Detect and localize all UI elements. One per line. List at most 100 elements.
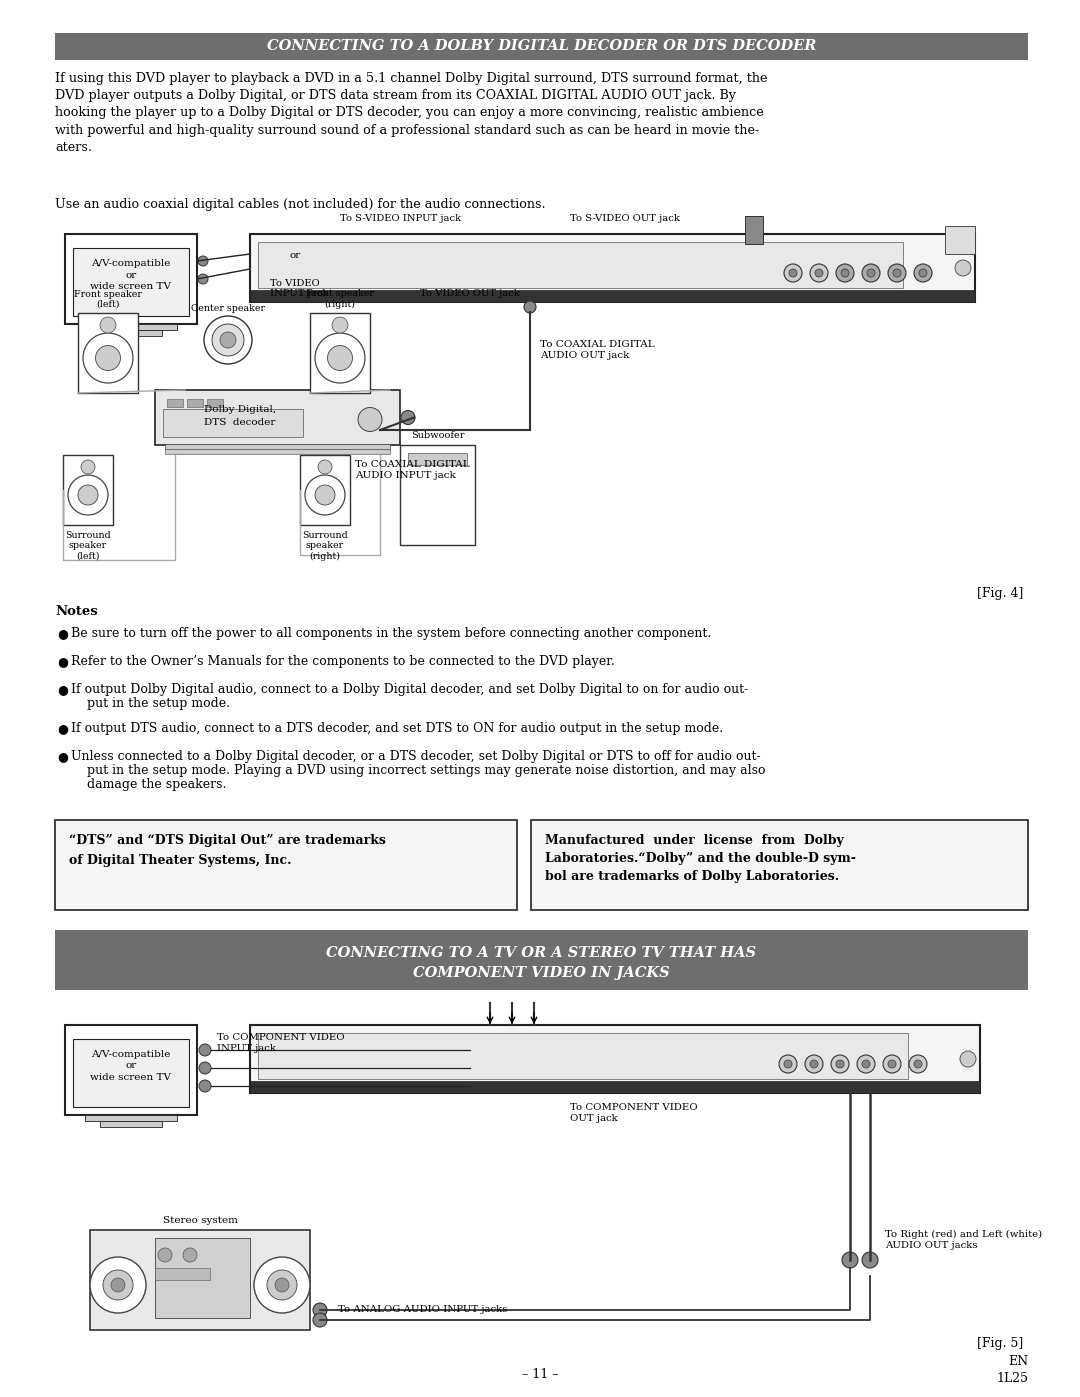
Bar (156, 390, 400, 446)
Text: “DTS” and “DTS Digital Out” are trademarks: “DTS” and “DTS Digital Out” are trademar… (69, 834, 386, 847)
Circle shape (810, 1060, 818, 1067)
Circle shape (784, 1060, 792, 1067)
Text: To ANALOG AUDIO INPUT jacks: To ANALOG AUDIO INPUT jacks (338, 1305, 508, 1315)
Bar (165, 444, 390, 448)
Circle shape (867, 270, 875, 277)
Circle shape (862, 264, 880, 282)
Bar (90, 1229, 310, 1330)
Bar (187, 400, 203, 407)
Circle shape (305, 475, 345, 515)
Text: To COAXIAL DIGITAL
AUDIO OUT jack: To COAXIAL DIGITAL AUDIO OUT jack (540, 339, 654, 360)
Circle shape (883, 1055, 901, 1073)
Text: ●: ● (57, 750, 68, 763)
Circle shape (862, 1252, 878, 1268)
Text: To S-VIDEO INPUT jack: To S-VIDEO INPUT jack (340, 214, 461, 224)
Bar (100, 1120, 162, 1127)
Bar (100, 330, 162, 337)
Circle shape (836, 264, 854, 282)
Text: Front speaker
(right): Front speaker (right) (306, 289, 374, 309)
Text: To VIDEO
INPUT jack: To VIDEO INPUT jack (270, 279, 328, 299)
Text: ●: ● (57, 683, 68, 696)
Bar (249, 1025, 980, 1092)
Circle shape (199, 1044, 211, 1056)
Bar (745, 217, 762, 244)
Text: CONNECTING TO A DOLBY DIGITAL DECODER OR DTS DECODER: CONNECTING TO A DOLBY DIGITAL DECODER OR… (267, 39, 816, 53)
Circle shape (111, 1278, 125, 1292)
Bar (207, 400, 222, 407)
Text: COAXIAL  AUDIO OUT   VIDEO   S  S-VIDEO: COAXIAL AUDIO OUT VIDEO S S-VIDEO (775, 298, 901, 303)
Text: Surround
speaker
(right): Surround speaker (right) (302, 531, 348, 562)
Text: COMPONENT VIDEO IN JACKS: COMPONENT VIDEO IN JACKS (414, 967, 670, 981)
Circle shape (960, 1051, 976, 1067)
Text: Subwoofer: Subwoofer (410, 432, 464, 440)
Text: A/V-compatible
or
wide screen TV: A/V-compatible or wide screen TV (91, 260, 172, 291)
Bar (258, 1032, 908, 1078)
Circle shape (275, 1278, 289, 1292)
Text: damage the speakers.: damage the speakers. (71, 778, 227, 791)
Circle shape (893, 270, 901, 277)
Circle shape (81, 460, 95, 474)
Text: Dolby Digital,: Dolby Digital, (204, 405, 276, 414)
Circle shape (332, 317, 348, 332)
Text: To COMPONENT VIDEO
OUT jack: To COMPONENT VIDEO OUT jack (570, 1104, 698, 1123)
Bar (400, 446, 475, 545)
Bar (55, 930, 1028, 990)
Circle shape (914, 264, 932, 282)
Circle shape (90, 1257, 146, 1313)
Text: ●: ● (57, 627, 68, 640)
Bar (167, 400, 183, 407)
Text: put in the setup mode. Playing a DVD using incorrect settings may generate noise: put in the setup mode. Playing a DVD usi… (71, 764, 766, 777)
Circle shape (212, 324, 244, 356)
Circle shape (198, 256, 208, 265)
Text: [Fig. 4]: [Fig. 4] (976, 587, 1023, 599)
Circle shape (842, 1252, 858, 1268)
Text: ●: ● (57, 655, 68, 668)
Bar (258, 242, 903, 288)
Bar (249, 291, 975, 302)
Circle shape (888, 1060, 896, 1067)
Circle shape (858, 1055, 875, 1073)
Bar (310, 313, 370, 393)
Bar (249, 1081, 980, 1092)
Circle shape (810, 264, 828, 282)
Bar (85, 1115, 177, 1120)
Bar (156, 1268, 210, 1280)
Circle shape (315, 332, 365, 383)
Text: Notes: Notes (55, 605, 98, 617)
Bar (300, 455, 350, 525)
Text: 1L25: 1L25 (996, 1372, 1028, 1384)
Text: To COMPONENT VIDEO
INPUT jack: To COMPONENT VIDEO INPUT jack (217, 1032, 345, 1053)
Bar (531, 820, 1028, 909)
Text: [Fig. 5]: [Fig. 5] (976, 1337, 1023, 1350)
Text: Use an audio coaxial digital cables (not included) for the audio connections.: Use an audio coaxial digital cables (not… (55, 198, 545, 211)
Circle shape (357, 408, 382, 432)
Bar (65, 1025, 197, 1115)
Text: To Right (red) and Left (white)
AUDIO OUT jacks: To Right (red) and Left (white) AUDIO OU… (885, 1229, 1042, 1250)
Circle shape (784, 264, 802, 282)
Text: Stereo system: Stereo system (163, 1215, 238, 1225)
Circle shape (199, 1062, 211, 1074)
Bar (55, 34, 1028, 60)
Circle shape (327, 345, 352, 370)
Text: – 11 –: – 11 – (522, 1368, 558, 1382)
Text: ●: ● (57, 722, 68, 735)
Text: Front speaker
(left): Front speaker (left) (75, 289, 141, 309)
Circle shape (862, 1060, 870, 1067)
Text: put in the setup mode.: put in the setup mode. (71, 697, 230, 710)
Text: COAXIAL  AUDIO OUT   VIDEO   S  S-VIDEO: COAXIAL AUDIO OUT VIDEO S S-VIDEO (770, 1090, 896, 1094)
Circle shape (254, 1257, 310, 1313)
Circle shape (318, 460, 332, 474)
Bar (65, 235, 197, 324)
Bar (945, 226, 975, 254)
Text: of Digital Theater Systems, Inc.: of Digital Theater Systems, Inc. (69, 854, 292, 868)
Circle shape (199, 1080, 211, 1092)
Bar (85, 324, 177, 330)
Circle shape (313, 1313, 327, 1327)
Text: Refer to the Owner’s Manuals for the components to be connected to the DVD playe: Refer to the Owner’s Manuals for the com… (71, 655, 615, 668)
Circle shape (888, 264, 906, 282)
Bar (249, 235, 975, 302)
Circle shape (198, 274, 208, 284)
Circle shape (100, 317, 116, 332)
Text: Center speaker: Center speaker (191, 305, 265, 313)
Circle shape (836, 1060, 843, 1067)
